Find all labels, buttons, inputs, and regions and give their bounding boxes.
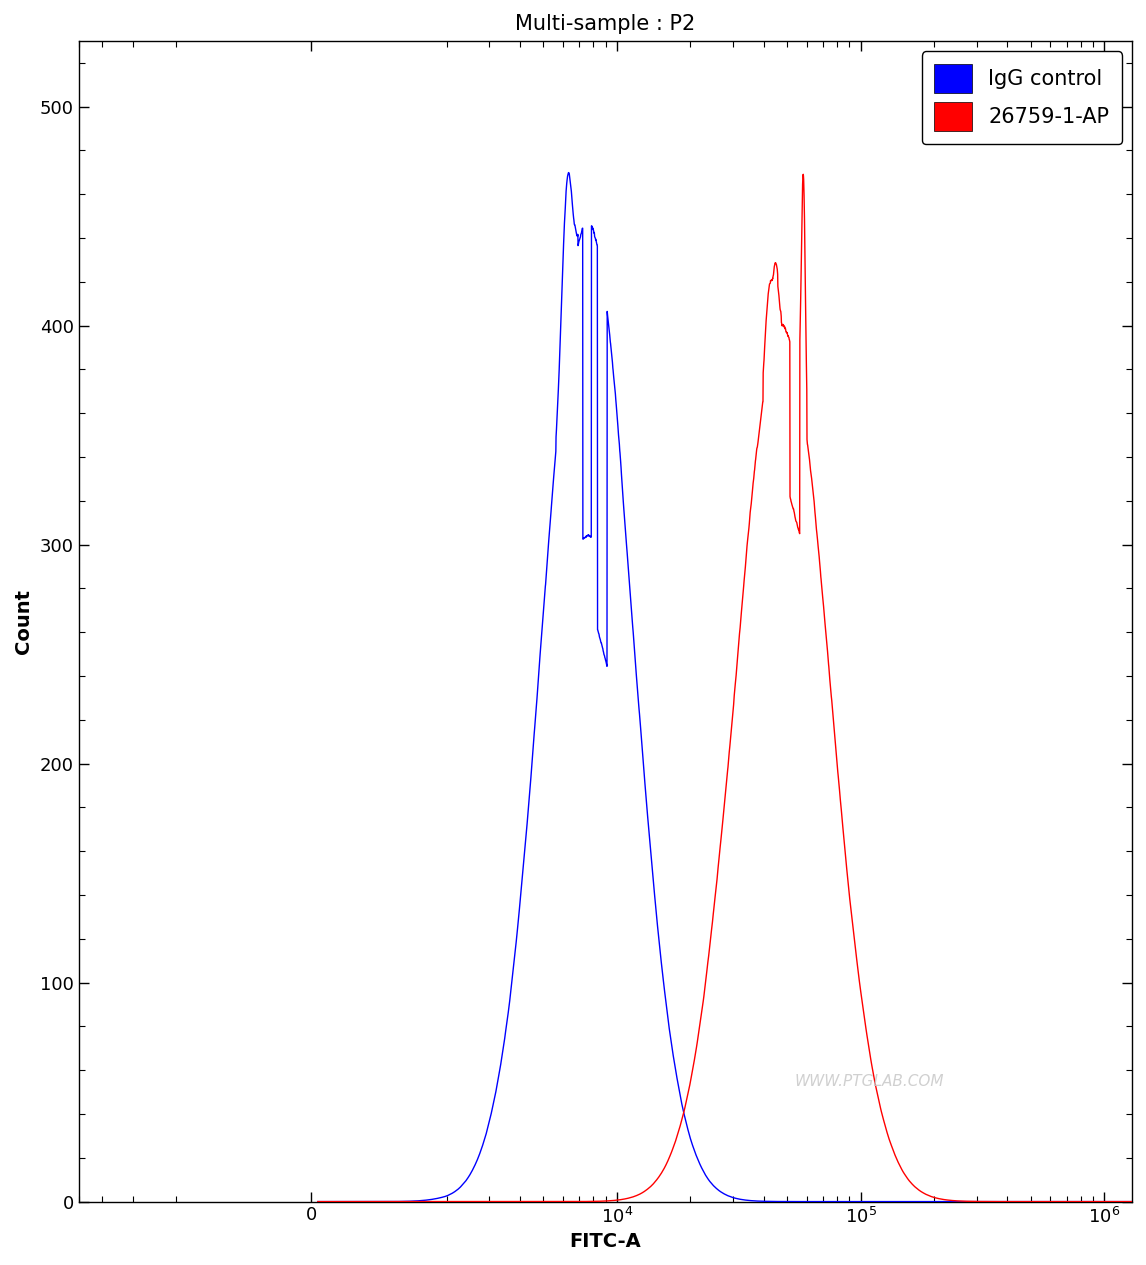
Y-axis label: Count: Count <box>14 588 33 654</box>
X-axis label: FITC-A: FITC-A <box>570 1232 642 1251</box>
Legend: IgG control, 26759-1-AP: IgG control, 26759-1-AP <box>921 52 1122 144</box>
Text: WWW.PTGLAB.COM: WWW.PTGLAB.COM <box>795 1074 944 1089</box>
Title: Multi-sample : P2: Multi-sample : P2 <box>516 14 696 34</box>
